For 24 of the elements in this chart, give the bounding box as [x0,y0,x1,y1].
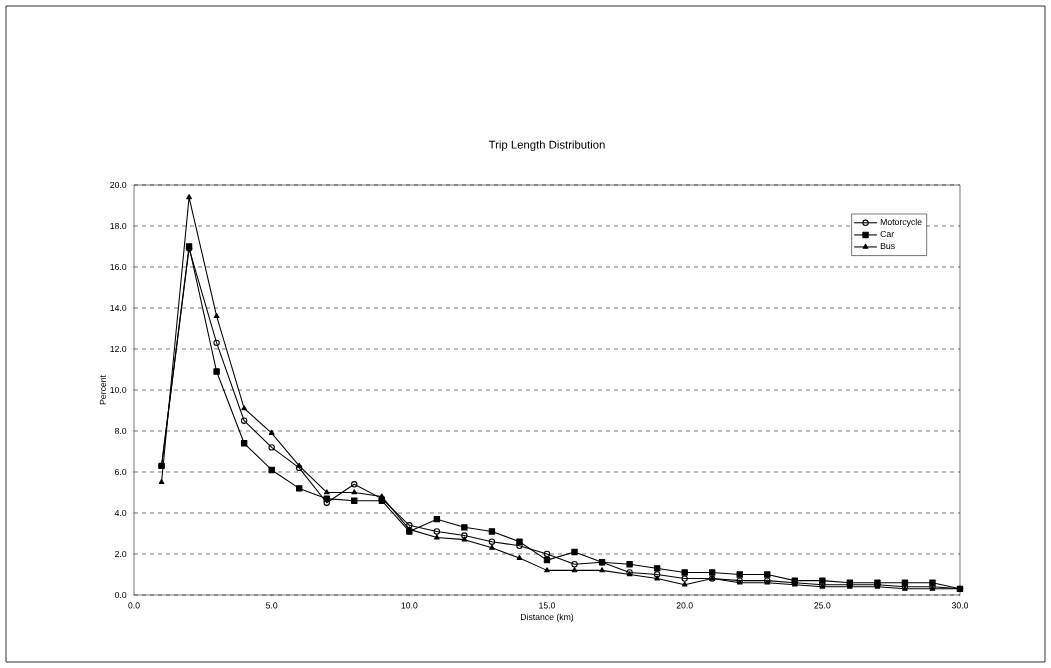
y-tick-label: 18.0 [110,222,127,230]
y-tick-label: 0.0 [114,591,127,599]
y-tick-label: 8.0 [114,427,127,435]
y-tick-label: 16.0 [110,263,127,271]
legend-label: Motorcycle [880,218,922,227]
y-tick-label: 10.0 [110,386,127,394]
x-tick-label: 0.0 [128,602,140,609]
y-tick-label: 2.0 [115,550,127,558]
x-axis-title: Distance (km) [520,613,574,622]
x-tick-label: 10.0 [401,602,418,609]
y-tick-label: 6.0 [115,468,127,476]
chart-title: Trip Length Distribution [488,140,605,151]
x-tick-label: 25.0 [814,602,831,609]
y-tick-label: 14.0 [110,304,127,312]
x-tick-label: 30.0 [951,602,969,609]
x-tick-label: 20.0 [676,602,693,609]
legend-label: Bus [880,242,895,250]
x-tick-label: 15.0 [539,602,556,609]
legend-label: Car [880,230,894,238]
y-tick-label: 12.0 [110,345,127,353]
y-tick-label: 20.0 [110,181,127,189]
y-tick-label: 4.0 [114,509,127,517]
x-tick-label: 5.0 [266,602,278,609]
y-axis-title: Percent [99,375,106,405]
